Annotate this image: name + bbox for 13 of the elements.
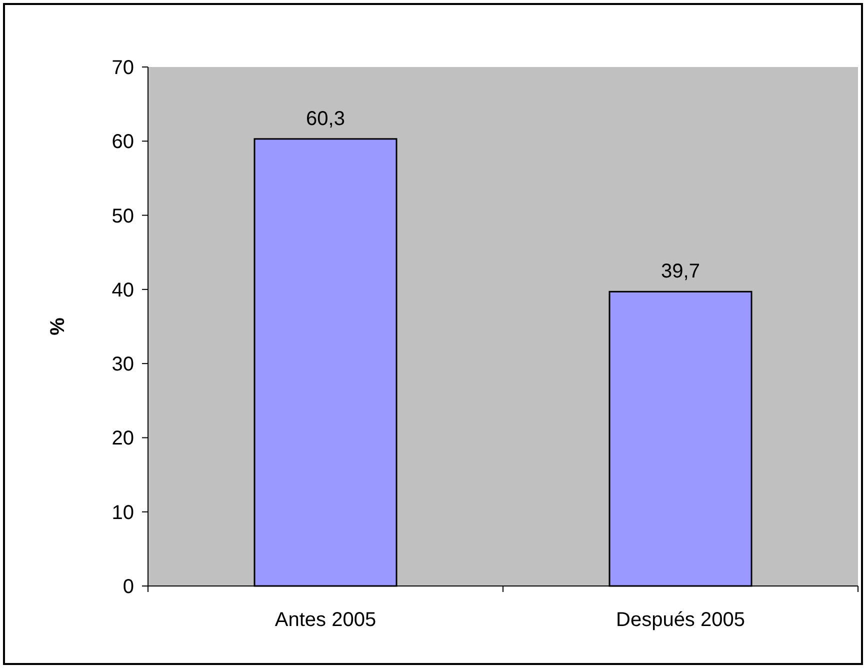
y-tick-label: 40 (112, 279, 134, 302)
y-tick-label: 50 (112, 205, 134, 228)
x-tick-label: Después 2005 (616, 609, 745, 631)
y-tick-label: 30 (112, 354, 134, 376)
y-axis-title: % (47, 317, 69, 336)
data-label: 60,3 (306, 108, 345, 130)
y-tick-label: 20 (112, 428, 134, 450)
y-tick-label: 70 (112, 57, 134, 79)
y-tick-label: 10 (112, 502, 134, 524)
x-tick-label: Antes 2005 (274, 609, 376, 631)
y-tick-label: 0 (122, 576, 134, 598)
y-tick-label: 60 (112, 131, 134, 154)
data-label: 39,7 (661, 260, 700, 283)
